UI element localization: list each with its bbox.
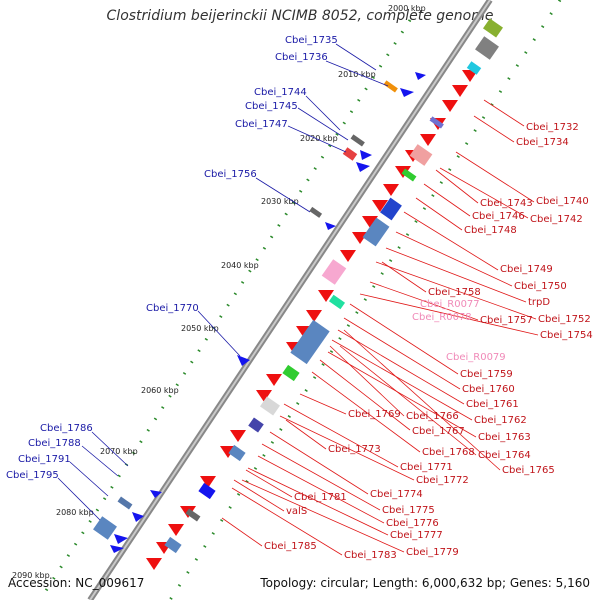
gene-label[interactable]: Cbei_1764 <box>478 450 531 461</box>
gene-label[interactable]: Cbei_1749 <box>500 264 553 275</box>
gene-label[interactable]: Cbei_1779 <box>406 547 459 558</box>
gene-label[interactable]: Cbei_1775 <box>382 505 435 516</box>
inner-ruler <box>168 0 562 600</box>
gene-label[interactable]: Cbei_1754 <box>540 330 593 341</box>
forward-gene <box>400 88 414 97</box>
gene-label[interactable]: Cbei_1795 <box>6 470 59 481</box>
gene-block <box>309 206 323 218</box>
forward-gene <box>325 222 336 230</box>
gene-label[interactable]: Cbei_1763 <box>478 432 531 443</box>
outer-ruler <box>38 19 412 600</box>
gene-label[interactable]: Cbei_1760 <box>462 384 515 395</box>
tick-label: 2030 kbp <box>261 197 299 206</box>
gene-label[interactable]: Cbei_1756 <box>204 169 257 180</box>
gene-label[interactable]: Cbei_1776 <box>386 518 439 529</box>
gene-label[interactable]: Cbei_1745 <box>245 101 298 112</box>
gene-label[interactable]: Cbei_1777 <box>390 530 443 541</box>
gene-block <box>93 516 117 540</box>
gene-label[interactable]: Cbei_1773 <box>328 444 381 455</box>
forward-gene <box>356 162 370 172</box>
callout-lines <box>57 43 539 556</box>
gene-label[interactable]: Cbei_1786 <box>40 423 93 434</box>
rna-label[interactable]: Cbei_R0078 <box>412 312 472 323</box>
rna-label[interactable]: Cbei_R0079 <box>446 352 506 363</box>
gene-label[interactable]: Cbei_1732 <box>526 122 579 133</box>
gene-label[interactable]: Cbei_1788 <box>28 438 81 449</box>
gene-label[interactable]: Cbei_1736 <box>275 52 328 63</box>
tick-label: 2000 kbp <box>388 4 426 13</box>
tick-label: 2080 kbp <box>56 508 94 517</box>
gene-label[interactable]: Cbei_1740 <box>536 196 589 207</box>
gene-label[interactable]: Cbei_1771 <box>400 462 453 473</box>
gene-label[interactable]: Cbei_1761 <box>466 399 519 410</box>
genome-title: Clostridium beijerinckii NCIMB 8052, com… <box>106 8 494 24</box>
forward-gene <box>237 355 250 366</box>
gene-label[interactable]: Cbei_1767 <box>412 426 465 437</box>
right-gene-labels: Cbei_1732 Cbei_1734 Cbei_1740 Cbei_1743 … <box>264 122 593 561</box>
gene-label[interactable]: Cbei_1744 <box>254 87 307 98</box>
gene-block <box>350 134 365 147</box>
gene-label[interactable]: Cbei_1748 <box>464 225 517 236</box>
gene-label[interactable]: Cbei_1765 <box>502 465 555 476</box>
tick-label: 2060 kbp <box>141 386 179 395</box>
gene-label[interactable]: Cbei_1742 <box>530 214 583 225</box>
gene-label[interactable]: Cbei_1750 <box>514 281 567 292</box>
gene-label[interactable]: Cbei_1766 <box>406 411 459 422</box>
gene-label[interactable]: Cbei_1791 <box>18 454 71 465</box>
gene-label[interactable]: Cbei_1743 <box>480 198 533 209</box>
gene-label[interactable]: Cbei_1747 <box>235 119 288 130</box>
gene-label[interactable]: Cbei_1752 <box>538 314 591 325</box>
gene-label[interactable]: Cbei_1746 <box>472 211 525 222</box>
gene-label[interactable]: Cbei_1759 <box>460 369 513 380</box>
gene-label[interactable]: Cbei_1735 <box>285 35 338 46</box>
gene-label[interactable]: Cbei_1781 <box>294 492 347 503</box>
accession-text: Accession: NC_009617 <box>8 576 145 590</box>
tick-label: 2090 kbp <box>12 571 50 580</box>
rna-label[interactable]: Cbei_R0077 <box>420 299 480 310</box>
tick-label: 2040 kbp <box>221 261 259 270</box>
gene-label[interactable]: Cbei_1770 <box>146 303 199 314</box>
forward-gene <box>132 512 144 522</box>
tick-label: 2020 kbp <box>300 134 338 143</box>
gene-label[interactable]: Cbei_1783 <box>344 550 397 561</box>
gene-label[interactable]: Cbei_1768 <box>422 447 475 458</box>
gene-label[interactable]: Cbei_1757 <box>480 315 533 326</box>
tick-label: 2010 kbp <box>338 70 376 79</box>
tick-label: 2050 kbp <box>181 324 219 333</box>
gene-label[interactable]: valS <box>286 506 307 517</box>
gene-label[interactable]: Cbei_1734 <box>516 137 569 148</box>
genome-summary: Topology: circular; Length: 6,000,632 bp… <box>260 576 590 590</box>
gene-label[interactable]: Cbei_1772 <box>416 475 469 486</box>
forward-gene <box>360 150 372 160</box>
gene-block <box>383 80 398 93</box>
gene-label[interactable]: Cbei_1762 <box>474 415 527 426</box>
forward-gene <box>114 534 128 544</box>
gene-label[interactable]: Cbei_1774 <box>370 489 423 500</box>
gene-label[interactable]: Cbei_1769 <box>348 409 401 420</box>
left-gene-labels: Cbei_1735 Cbei_1736 Cbei_1744 Cbei_1745 … <box>6 35 338 481</box>
gene-label[interactable]: trpD <box>528 297 550 308</box>
forward-gene <box>415 72 426 80</box>
gene-block <box>342 147 358 161</box>
gene-label[interactable]: Cbei_1785 <box>264 541 317 552</box>
tick-label: 2070 kbp <box>100 447 138 456</box>
gene-block <box>117 496 133 510</box>
kbp-ticks: 2000 kbp 2010 kbp 2020 kbp 2030 kbp 2040… <box>12 4 426 580</box>
gene-label[interactable]: Cbei_1758 <box>428 287 481 298</box>
forward-gene <box>150 490 162 498</box>
forward-gene <box>110 545 124 553</box>
gene-features <box>93 18 503 570</box>
